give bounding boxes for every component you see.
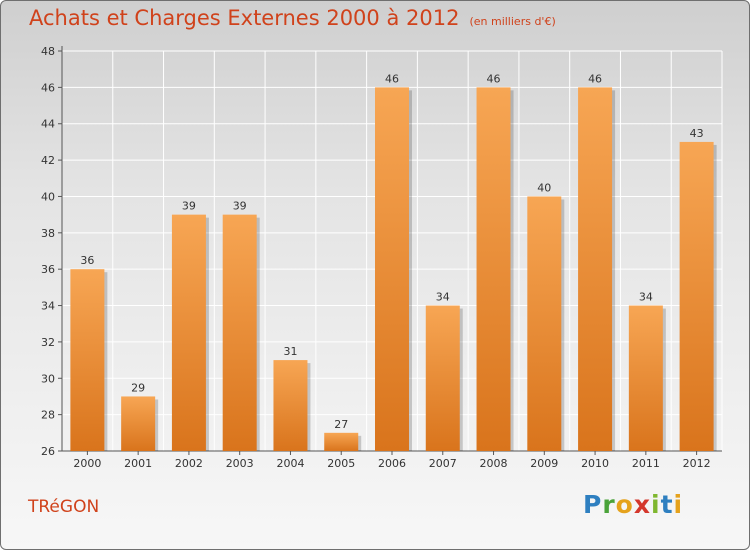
y-tick-label: 40 — [41, 190, 55, 203]
x-tick-label: 2004 — [276, 457, 304, 470]
x-tick-label: 2007 — [429, 457, 457, 470]
data-label: 36 — [80, 254, 94, 267]
x-tick-label: 2006 — [378, 457, 406, 470]
logo-letter: P — [583, 490, 603, 519]
bar — [70, 269, 105, 451]
bar — [527, 196, 562, 451]
data-label: 34 — [639, 291, 653, 304]
bar — [375, 87, 409, 451]
bar — [324, 432, 359, 451]
y-tick-label: 30 — [41, 372, 55, 385]
x-tick-label: 2000 — [73, 457, 101, 470]
bar — [578, 87, 613, 451]
bar — [273, 360, 308, 451]
x-tick-label: 2010 — [581, 457, 609, 470]
bar — [425, 305, 460, 451]
x-tick-label: 2009 — [530, 457, 558, 470]
y-tick-label: 34 — [41, 300, 55, 313]
data-label: 29 — [131, 381, 145, 394]
data-label: 39 — [233, 200, 247, 213]
bar — [679, 141, 714, 451]
logo-letter: o — [615, 490, 634, 519]
data-label: 40 — [537, 181, 551, 194]
x-tick-label: 2001 — [124, 457, 152, 470]
y-tick-label: 38 — [41, 227, 55, 240]
data-label: 34 — [436, 291, 450, 304]
labels: 36 29 39 39 31 27 46 34 46 40 46 34 43 — [80, 72, 703, 430]
data-label: 31 — [283, 345, 297, 358]
commune-name: TRéGON — [28, 497, 100, 517]
x-tick-label: 2012 — [683, 457, 711, 470]
y-tick-label: 44 — [41, 118, 55, 131]
chart-title: Achats et Charges Externes 2000 à 2012 (e… — [29, 6, 556, 30]
logo-letter: i — [673, 490, 684, 519]
logo-letter: x — [633, 490, 651, 519]
y-tick-label: 42 — [41, 154, 55, 167]
chart-unit: (en milliers d'€) — [469, 15, 556, 28]
x-tick-label: 2005 — [327, 457, 355, 470]
data-label: 46 — [588, 72, 602, 85]
y-tick-label: 32 — [41, 336, 55, 349]
chart-title-text: Achats et Charges Externes 2000 à 2012 — [29, 6, 460, 30]
data-label: 39 — [182, 200, 196, 213]
x-tick-label: 2003 — [226, 457, 254, 470]
data-label: 27 — [334, 418, 348, 431]
y-tick-label: 46 — [41, 81, 55, 94]
x-tick-label: 2011 — [632, 457, 660, 470]
bar — [171, 214, 206, 451]
logo-letter: t — [660, 490, 674, 519]
bar — [121, 396, 156, 451]
y-tick-label: 36 — [41, 263, 55, 276]
bar — [628, 305, 663, 451]
x-tick-label: 2008 — [480, 457, 508, 470]
logo-letter: r — [602, 490, 616, 519]
logo-letter: i — [651, 490, 661, 519]
y-tick-label: 28 — [41, 409, 55, 422]
bar — [476, 87, 511, 451]
x-tick-label: 2002 — [175, 457, 203, 470]
data-label: 46 — [385, 72, 399, 85]
proxiti-logo: Proxiti — [583, 490, 683, 519]
y-tick-label: 26 — [41, 445, 55, 458]
data-label: 43 — [690, 127, 704, 140]
y-tick-label: 48 — [41, 45, 55, 58]
data-label: 46 — [487, 72, 501, 85]
bars — [70, 87, 717, 451]
bar — [222, 214, 257, 451]
